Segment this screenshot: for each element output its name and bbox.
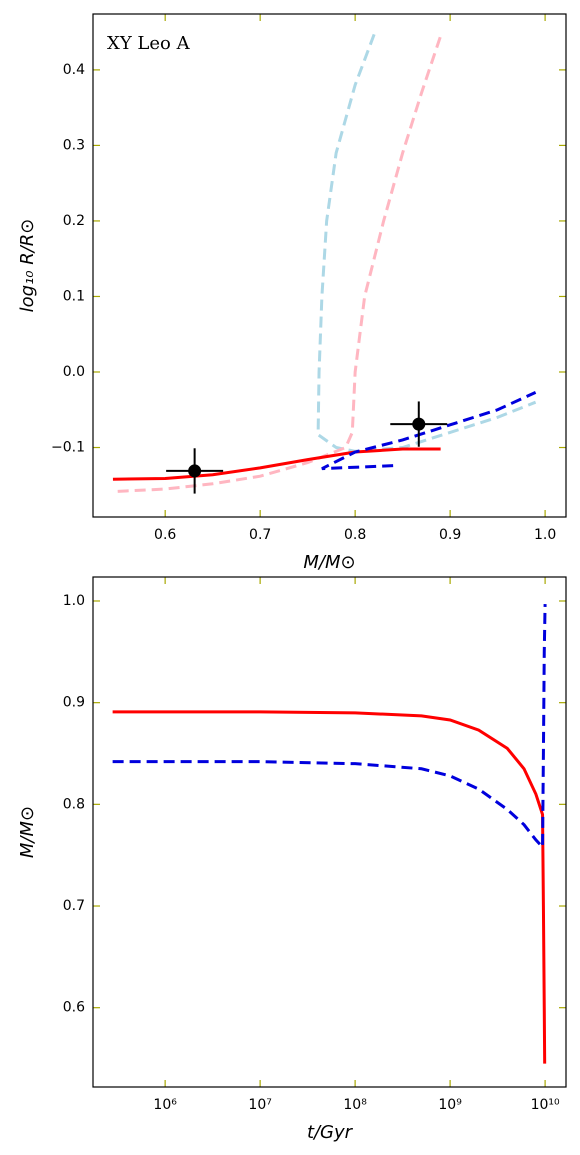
x-tick-label: 0.6: [154, 527, 176, 543]
series-line: [316, 33, 537, 453]
y-tick-label: 0.4: [63, 62, 85, 78]
series-line: [321, 391, 537, 471]
data-point: [412, 417, 426, 431]
y-tick-label: 0.1: [63, 288, 85, 304]
data-point: [188, 464, 202, 478]
y-tick-label: 1.0: [63, 593, 85, 609]
plot-frame: [92, 576, 567, 1088]
x-tick-label: 10⁶: [153, 1097, 177, 1113]
x-axis-label: M/M⊙: [303, 552, 355, 573]
series-line: [112, 604, 547, 851]
annotation: XY Leo A: [107, 33, 191, 54]
x-tick-label: 0.9: [439, 527, 461, 543]
series-line: [117, 35, 443, 493]
y-tick-label: 0.7: [63, 898, 85, 914]
x-tick-label: 10⁸: [343, 1097, 367, 1113]
y-tick-label: 0.2: [63, 213, 85, 229]
y-axis-label: M/M⊙: [17, 806, 38, 858]
y-tick-label: −0.1: [51, 440, 85, 456]
x-tick-label: 1.0: [534, 527, 556, 543]
series-line: [112, 447, 441, 481]
x-axis-label: t/Gyr: [307, 1122, 354, 1143]
y-tick-label: 0.8: [63, 796, 85, 812]
x-tick-label: 10⁹: [438, 1097, 462, 1113]
y-tick-label: 0.3: [63, 137, 85, 153]
y-tick-label: 0.6: [63, 1000, 85, 1016]
x-tick-label: 0.7: [249, 527, 271, 543]
x-tick-label: 10¹⁰: [531, 1097, 560, 1113]
plot-frame: [92, 13, 567, 518]
x-tick-label: 0.8: [344, 527, 366, 543]
y-tick-label: 0.9: [63, 695, 85, 711]
y-axis-label: log₁₀ R/R⊙: [17, 219, 38, 313]
y-tick-label: 0.0: [63, 364, 85, 380]
series-line: [112, 710, 547, 1064]
x-tick-label: 10⁷: [248, 1097, 271, 1113]
